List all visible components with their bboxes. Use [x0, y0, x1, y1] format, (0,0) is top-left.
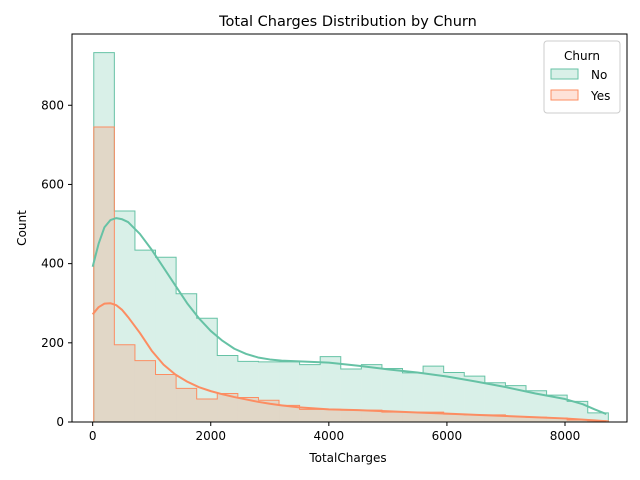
bar-no-6	[217, 355, 238, 422]
legend-label-no: No	[591, 68, 607, 82]
y-tick-label: 600	[41, 177, 64, 191]
x-axis: 0 2000 4000 6000 8000	[89, 422, 580, 443]
axes-frame	[71, 33, 628, 423]
bar-no-23	[567, 401, 588, 422]
legend-swatch-yes	[550, 89, 579, 101]
y-tick-label: 0	[56, 415, 64, 429]
bar-yes-19	[484, 414, 506, 422]
x-tick-label: 0	[89, 429, 97, 443]
bar-yes-17	[443, 414, 465, 422]
bar-yes-7	[237, 397, 259, 422]
bar-no-4	[176, 293, 197, 422]
bar-yes-23	[567, 420, 588, 422]
kde-line-yes	[91, 302, 607, 423]
bar-no-24	[587, 412, 609, 422]
legend-box	[543, 40, 621, 114]
bar-yes-12	[340, 410, 362, 422]
bar-no-1	[114, 210, 135, 422]
bar-no-3	[155, 257, 177, 422]
bar-yes-21	[526, 417, 547, 422]
bar-no-14	[381, 368, 403, 422]
bar-yes-5	[196, 399, 218, 422]
bar-yes-1	[114, 344, 135, 422]
bar-yes-16	[423, 412, 444, 422]
series-yes-bars	[93, 127, 609, 422]
y-tick-label: 800	[41, 98, 64, 112]
bar-no-18	[464, 376, 485, 422]
bar-yes-15	[402, 412, 424, 422]
bar-no-19	[484, 382, 506, 422]
bar-no-21	[526, 390, 547, 422]
x-tick-label: 6000	[432, 429, 463, 443]
bar-no-11	[320, 356, 341, 422]
bar-yes-9	[279, 405, 300, 422]
bar-no-0	[93, 52, 115, 423]
legend-swatch-no	[550, 68, 579, 80]
bar-yes-2	[134, 360, 156, 422]
bar-yes-0	[93, 127, 115, 422]
legend-title: Churn	[564, 49, 600, 63]
x-tick-label: 2000	[195, 429, 226, 443]
bar-no-20	[505, 385, 527, 422]
x-axis-label: TotalCharges	[308, 451, 386, 465]
plot-area	[91, 52, 609, 423]
bar-yes-3	[155, 374, 177, 422]
y-axis-label: Count	[15, 210, 29, 246]
bar-no-13	[361, 364, 382, 422]
y-tick-label: 200	[41, 336, 64, 350]
bar-no-15	[402, 372, 424, 422]
legend: Churn No Yes	[543, 40, 621, 114]
bar-no-17	[443, 372, 465, 422]
chart-title: Total Charges Distribution by Churn	[218, 14, 477, 30]
bar-yes-20	[505, 416, 527, 422]
bar-no-2	[134, 250, 156, 422]
bar-yes-14	[381, 412, 403, 422]
bar-no-5	[196, 318, 218, 422]
y-tick-label: 400	[41, 257, 64, 271]
bar-yes-22	[546, 418, 568, 422]
series-no-bars	[93, 52, 609, 423]
bar-yes-13	[361, 410, 382, 422]
bar-yes-8	[258, 400, 280, 422]
kde-line-no	[91, 217, 607, 416]
bar-yes-18	[464, 414, 485, 422]
bar-no-16	[423, 366, 444, 422]
bar-no-22	[546, 395, 568, 422]
bar-no-7	[237, 361, 259, 422]
bar-no-12	[340, 368, 362, 422]
x-tick-label: 8000	[550, 429, 581, 443]
legend-label-yes: Yes	[590, 89, 610, 103]
x-tick-label: 4000	[314, 429, 345, 443]
bar-yes-11	[320, 409, 341, 422]
bar-no-8	[258, 361, 280, 422]
y-axis: 0 200 400 600 800	[41, 98, 72, 429]
bar-yes-6	[217, 393, 238, 422]
step-outline-no	[93, 52, 609, 422]
bar-yes-10	[299, 409, 321, 422]
bar-yes-4	[176, 388, 197, 422]
